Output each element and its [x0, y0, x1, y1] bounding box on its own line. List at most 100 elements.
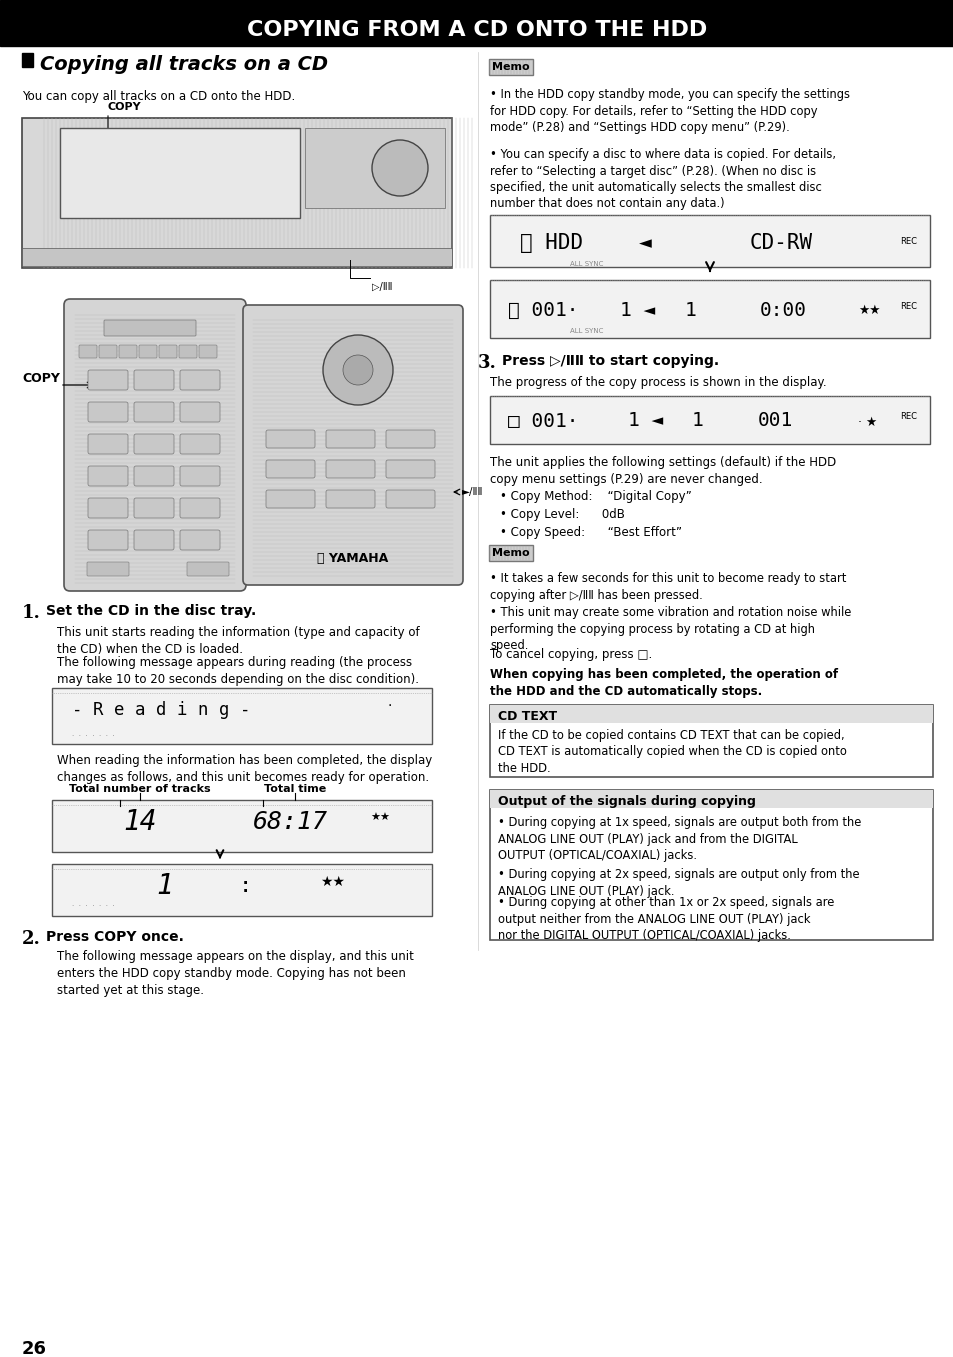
- Text: To cancel copying, press □.: To cancel copying, press □.: [490, 649, 652, 661]
- Text: Total time: Total time: [264, 784, 326, 794]
- Text: Total number of tracks: Total number of tracks: [70, 784, 211, 794]
- Text: If the CD to be copied contains CD TEXT that can be copied,
CD TEXT is automatic: If the CD to be copied contains CD TEXT …: [497, 729, 846, 775]
- Text: COPY: COPY: [22, 372, 60, 384]
- Text: Memo: Memo: [492, 548, 529, 558]
- Text: 001: 001: [758, 411, 792, 430]
- Circle shape: [323, 335, 393, 404]
- Text: ►/ⅡⅡ: ►/ⅡⅡ: [461, 487, 483, 497]
- Text: REC: REC: [899, 237, 916, 246]
- FancyBboxPatch shape: [180, 465, 220, 486]
- Text: :: :: [238, 877, 252, 896]
- Text: The unit applies the following settings (default) if the HDD
copy menu settings : The unit applies the following settings …: [490, 456, 836, 486]
- Text: You can copy all tracks on a CD onto the HDD.: You can copy all tracks on a CD onto the…: [22, 90, 294, 103]
- Text: Ⓨ YAMAHA: Ⓨ YAMAHA: [317, 551, 388, 565]
- Text: ★★: ★★: [370, 813, 390, 822]
- Text: REC: REC: [899, 303, 916, 311]
- Text: • Copy Speed:      “Best Effort”: • Copy Speed: “Best Effort”: [499, 527, 681, 539]
- Text: ⯮ 001·: ⯮ 001·: [507, 300, 578, 319]
- Text: Output of the signals during copying: Output of the signals during copying: [497, 795, 755, 809]
- Text: Press ▷/ⅡⅡ to start copying.: Press ▷/ⅡⅡ to start copying.: [501, 354, 719, 368]
- Text: 1 ◄: 1 ◄: [619, 300, 655, 319]
- Text: 0:00: 0:00: [760, 300, 806, 319]
- FancyBboxPatch shape: [87, 562, 129, 575]
- FancyBboxPatch shape: [180, 531, 220, 550]
- Bar: [490, 706, 932, 778]
- Text: 1.: 1.: [22, 604, 41, 622]
- Text: • This unit may create some vibration and rotation noise while
performing the co: • This unit may create some vibration an…: [490, 607, 850, 651]
- FancyBboxPatch shape: [88, 531, 128, 550]
- Bar: [22, 53, 33, 66]
- FancyBboxPatch shape: [133, 434, 173, 455]
- Text: ALL SYNC: ALL SYNC: [569, 261, 602, 267]
- Bar: [60, 128, 299, 218]
- Text: • During copying at 2x speed, signals are output only from the
ANALOG LINE OUT (: • During copying at 2x speed, signals ar…: [497, 868, 859, 897]
- Text: ◄: ◄: [638, 233, 651, 252]
- FancyBboxPatch shape: [187, 562, 229, 575]
- Bar: [52, 864, 432, 916]
- FancyBboxPatch shape: [64, 299, 246, 592]
- FancyBboxPatch shape: [180, 402, 220, 422]
- FancyBboxPatch shape: [180, 434, 220, 455]
- Text: • During copying at other than 1x or 2x speed, signals are
output neither from t: • During copying at other than 1x or 2x …: [497, 896, 834, 942]
- Text: REC: REC: [899, 413, 916, 421]
- Text: COPY: COPY: [108, 102, 141, 113]
- Text: When reading the information has been completed, the display
changes as follows,: When reading the information has been co…: [57, 754, 432, 784]
- Bar: [490, 790, 932, 940]
- Bar: [490, 790, 932, 807]
- Text: • Copy Level:      0dB: • Copy Level: 0dB: [499, 508, 624, 521]
- Bar: [52, 801, 432, 852]
- FancyBboxPatch shape: [88, 434, 128, 455]
- FancyBboxPatch shape: [104, 320, 195, 337]
- Text: 68:17: 68:17: [253, 810, 327, 835]
- Text: 1 ◄: 1 ◄: [627, 411, 662, 430]
- Text: Memo: Memo: [492, 62, 529, 72]
- Bar: [490, 396, 929, 444]
- FancyBboxPatch shape: [139, 345, 157, 358]
- Text: 1: 1: [156, 873, 173, 900]
- Bar: [305, 128, 444, 208]
- FancyBboxPatch shape: [99, 345, 117, 358]
- FancyBboxPatch shape: [180, 370, 220, 389]
- FancyBboxPatch shape: [266, 430, 314, 448]
- Text: • It takes a few seconds for this unit to become ready to start
copying after ▷/: • It takes a few seconds for this unit t…: [490, 573, 845, 601]
- Bar: [490, 214, 929, 267]
- Text: • In the HDD copy standby mode, you can specify the settings
for HDD copy. For d: • In the HDD copy standby mode, you can …: [490, 88, 849, 134]
- Text: CD-RW: CD-RW: [749, 233, 812, 252]
- Text: ▷/ⅡⅡ: ▷/ⅡⅡ: [372, 282, 392, 292]
- Text: • Copy Method:    “Digital Copy”: • Copy Method: “Digital Copy”: [499, 490, 691, 503]
- Text: The progress of the copy process is shown in the display.: The progress of the copy process is show…: [490, 376, 825, 389]
- FancyBboxPatch shape: [88, 402, 128, 422]
- Bar: [0, 0, 953, 46]
- FancyBboxPatch shape: [489, 58, 533, 75]
- Text: ★★: ★★: [857, 304, 880, 318]
- FancyBboxPatch shape: [88, 498, 128, 518]
- FancyBboxPatch shape: [133, 465, 173, 486]
- FancyBboxPatch shape: [133, 402, 173, 422]
- FancyBboxPatch shape: [88, 370, 128, 389]
- FancyBboxPatch shape: [243, 305, 462, 585]
- Text: - R e a d i n g -: - R e a d i n g -: [71, 702, 251, 719]
- FancyBboxPatch shape: [133, 531, 173, 550]
- Text: COPYING FROM A CD ONTO THE HDD: COPYING FROM A CD ONTO THE HDD: [247, 20, 706, 39]
- FancyBboxPatch shape: [386, 460, 435, 478]
- Text: ★★: ★★: [319, 875, 345, 889]
- Text: 2.: 2.: [22, 930, 41, 949]
- FancyBboxPatch shape: [386, 490, 435, 508]
- Text: ·  ·  ·  ·  ·  ·  ·: · · · · · · ·: [71, 902, 114, 909]
- Text: • During copying at 1x speed, signals are output both from the
ANALOG LINE OUT (: • During copying at 1x speed, signals ar…: [497, 816, 861, 862]
- Text: The following message appears during reading (the process
may take 10 to 20 seco: The following message appears during rea…: [57, 655, 418, 687]
- Text: 14: 14: [123, 807, 156, 836]
- Text: ⯮ HDD: ⯮ HDD: [519, 233, 582, 252]
- Bar: [490, 280, 929, 338]
- FancyBboxPatch shape: [79, 345, 97, 358]
- Circle shape: [372, 140, 428, 195]
- Text: This unit starts reading the information (type and capacity of
the CD) when the : This unit starts reading the information…: [57, 626, 419, 655]
- Text: The following message appears on the display, and this unit
enters the HDD copy : The following message appears on the dis…: [57, 950, 414, 997]
- FancyBboxPatch shape: [266, 490, 314, 508]
- FancyBboxPatch shape: [159, 345, 177, 358]
- FancyBboxPatch shape: [88, 465, 128, 486]
- Text: 1: 1: [691, 411, 703, 430]
- Bar: [490, 706, 932, 723]
- FancyBboxPatch shape: [386, 430, 435, 448]
- FancyBboxPatch shape: [133, 370, 173, 389]
